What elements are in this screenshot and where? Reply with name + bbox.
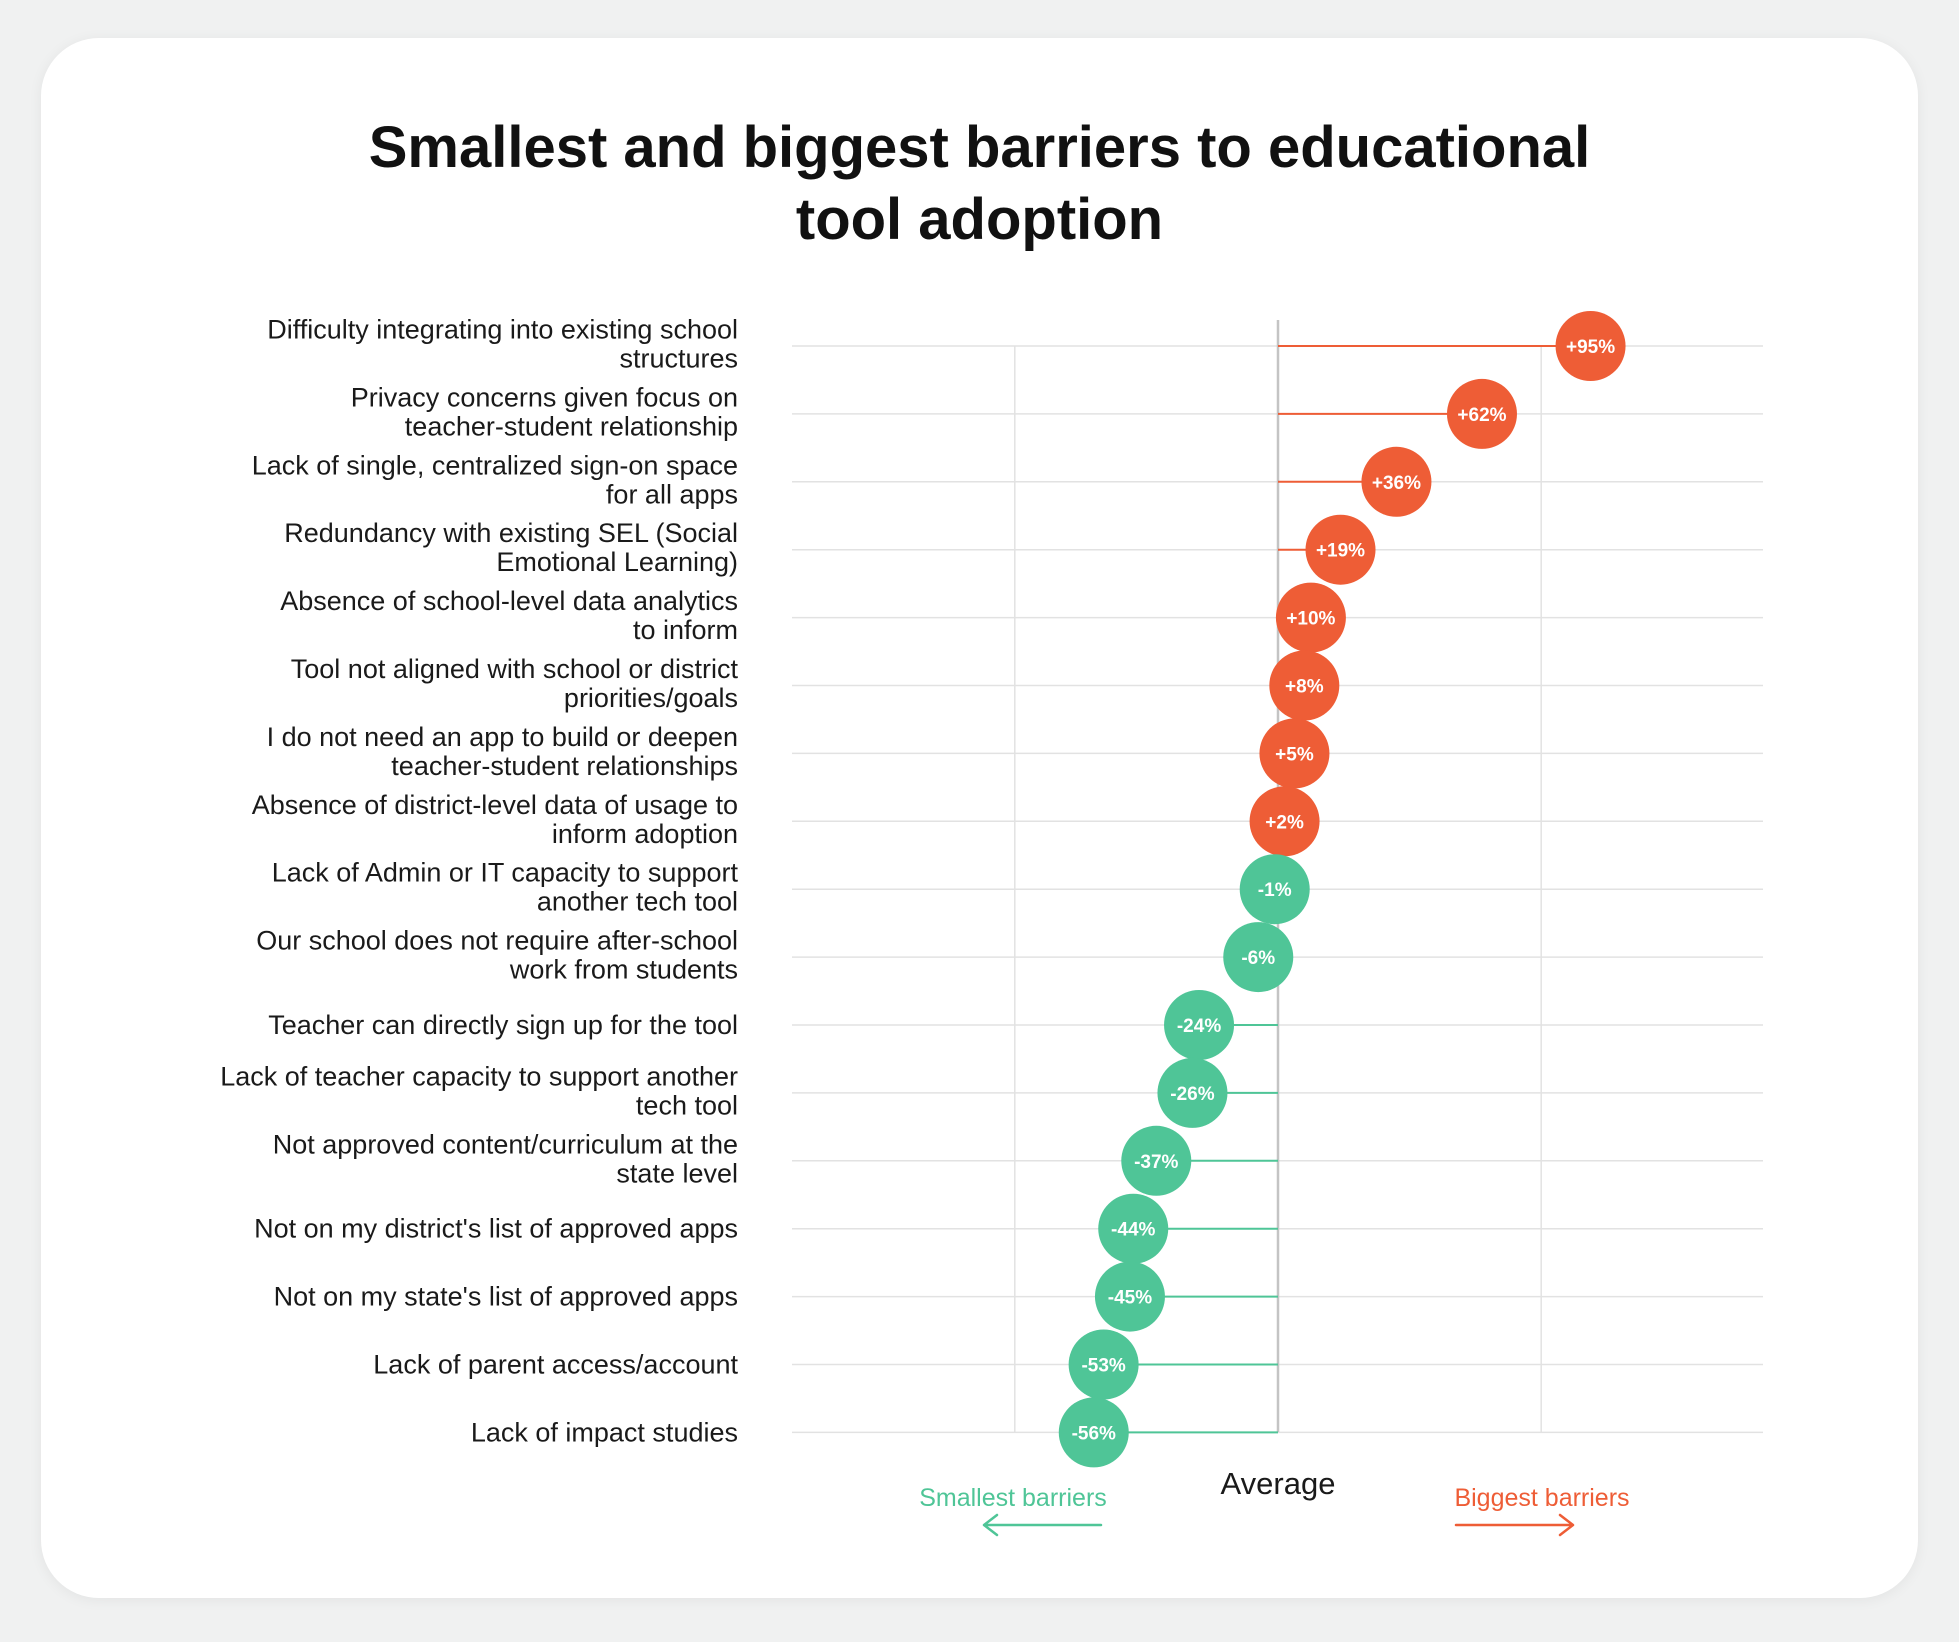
biggest-barriers-label: Biggest barriers — [1454, 1484, 1629, 1512]
lollipop-dot — [1098, 1193, 1169, 1264]
value-label: +62% — [1457, 405, 1506, 426]
value-label: -6% — [1241, 948, 1275, 969]
chart-title-line-1: Smallest and biggest barriers to educati… — [368, 115, 1591, 180]
category-label: teacher-student relationships — [391, 751, 738, 781]
chart-title-line-2: tool adoption — [795, 187, 1164, 252]
value-label: -56% — [1072, 1423, 1116, 1444]
category-label: another tech tool — [537, 887, 738, 917]
value-label: -26% — [1170, 1084, 1214, 1105]
lollipop-dot — [1305, 514, 1376, 585]
category-label: Not on my district's list of approved ap… — [254, 1214, 738, 1244]
lollipop-dot — [1223, 922, 1294, 993]
category-label: Absence of district-level data of usage … — [252, 790, 738, 820]
category-label: for all apps — [606, 479, 738, 509]
category-label: Redundancy with existing SEL (Social — [284, 518, 738, 548]
left-arrow-icon — [982, 1513, 1103, 1537]
category-label: Not on my state's list of approved apps — [274, 1282, 738, 1312]
lollipop-dot — [1446, 378, 1517, 449]
value-label: -45% — [1108, 1288, 1152, 1309]
chart-card — [41, 38, 1918, 1598]
lollipop-dot — [1094, 1261, 1165, 1332]
category-label: Our school does not require after-school — [256, 926, 738, 956]
value-label: +10% — [1286, 609, 1335, 630]
category-label: Teacher can directly sign up for the too… — [268, 1010, 738, 1040]
category-label: Lack of parent access/account — [373, 1350, 738, 1380]
category-label: I do not need an app to build or deepen — [267, 722, 738, 752]
lollipop-dot — [1058, 1397, 1129, 1468]
lollipop-dot — [1275, 582, 1346, 653]
category-label: work from students — [509, 955, 738, 985]
lollipop-dot — [1249, 786, 1320, 857]
smallest-barriers-label: Smallest barriers — [919, 1484, 1107, 1512]
category-label: Lack of single, centralized sign-on spac… — [252, 450, 738, 480]
value-label: +5% — [1275, 744, 1314, 765]
category-label: Not approved content/curriculum at the — [273, 1129, 738, 1159]
value-label: +8% — [1285, 677, 1324, 698]
value-label: +2% — [1265, 812, 1304, 833]
category-label: Privacy concerns given focus on — [351, 382, 738, 412]
value-label: -24% — [1177, 1016, 1221, 1037]
category-label: Absence of school-level data analytics — [280, 586, 738, 616]
value-label: +95% — [1566, 337, 1615, 358]
value-label: -53% — [1081, 1356, 1125, 1377]
category-label: teacher-student relationship — [405, 411, 738, 441]
category-label: Lack of impact studies — [471, 1417, 738, 1447]
chart-title: Smallest and biggest barriers to educati… — [0, 112, 1959, 256]
right-arrow-icon — [1454, 1513, 1575, 1537]
lollipop-dot — [1164, 990, 1235, 1060]
value-label: +36% — [1372, 473, 1421, 494]
value-label: -37% — [1134, 1152, 1178, 1173]
category-label: to inform — [633, 615, 738, 645]
category-label: Lack of Admin or IT capacity to support — [272, 858, 739, 888]
category-label: priorities/goals — [564, 683, 738, 713]
value-label: -44% — [1111, 1220, 1155, 1241]
lollipop-dot — [1555, 311, 1626, 381]
category-label: state level — [616, 1158, 738, 1188]
lollipop-dot — [1269, 650, 1340, 721]
value-label: +19% — [1316, 541, 1365, 562]
lollipop-dot — [1068, 1329, 1139, 1400]
category-label: Emotional Learning) — [496, 547, 738, 577]
lollipop-dot — [1259, 718, 1330, 789]
category-label: inform adoption — [552, 819, 738, 849]
lollipop-dot — [1121, 1125, 1192, 1196]
category-label: Difficulty integrating into existing sch… — [267, 315, 738, 345]
category-label: Lack of teacher capacity to support anot… — [220, 1061, 738, 1091]
lollipop-dot — [1239, 854, 1310, 925]
lollipop-dot — [1361, 446, 1432, 517]
value-label: -1% — [1258, 880, 1292, 901]
category-label: tech tool — [636, 1090, 738, 1120]
average-label: Average — [1221, 1466, 1336, 1501]
category-label: structures — [619, 344, 738, 374]
category-label: Tool not aligned with school or district — [291, 654, 739, 684]
lollipop-dot — [1157, 1057, 1228, 1128]
